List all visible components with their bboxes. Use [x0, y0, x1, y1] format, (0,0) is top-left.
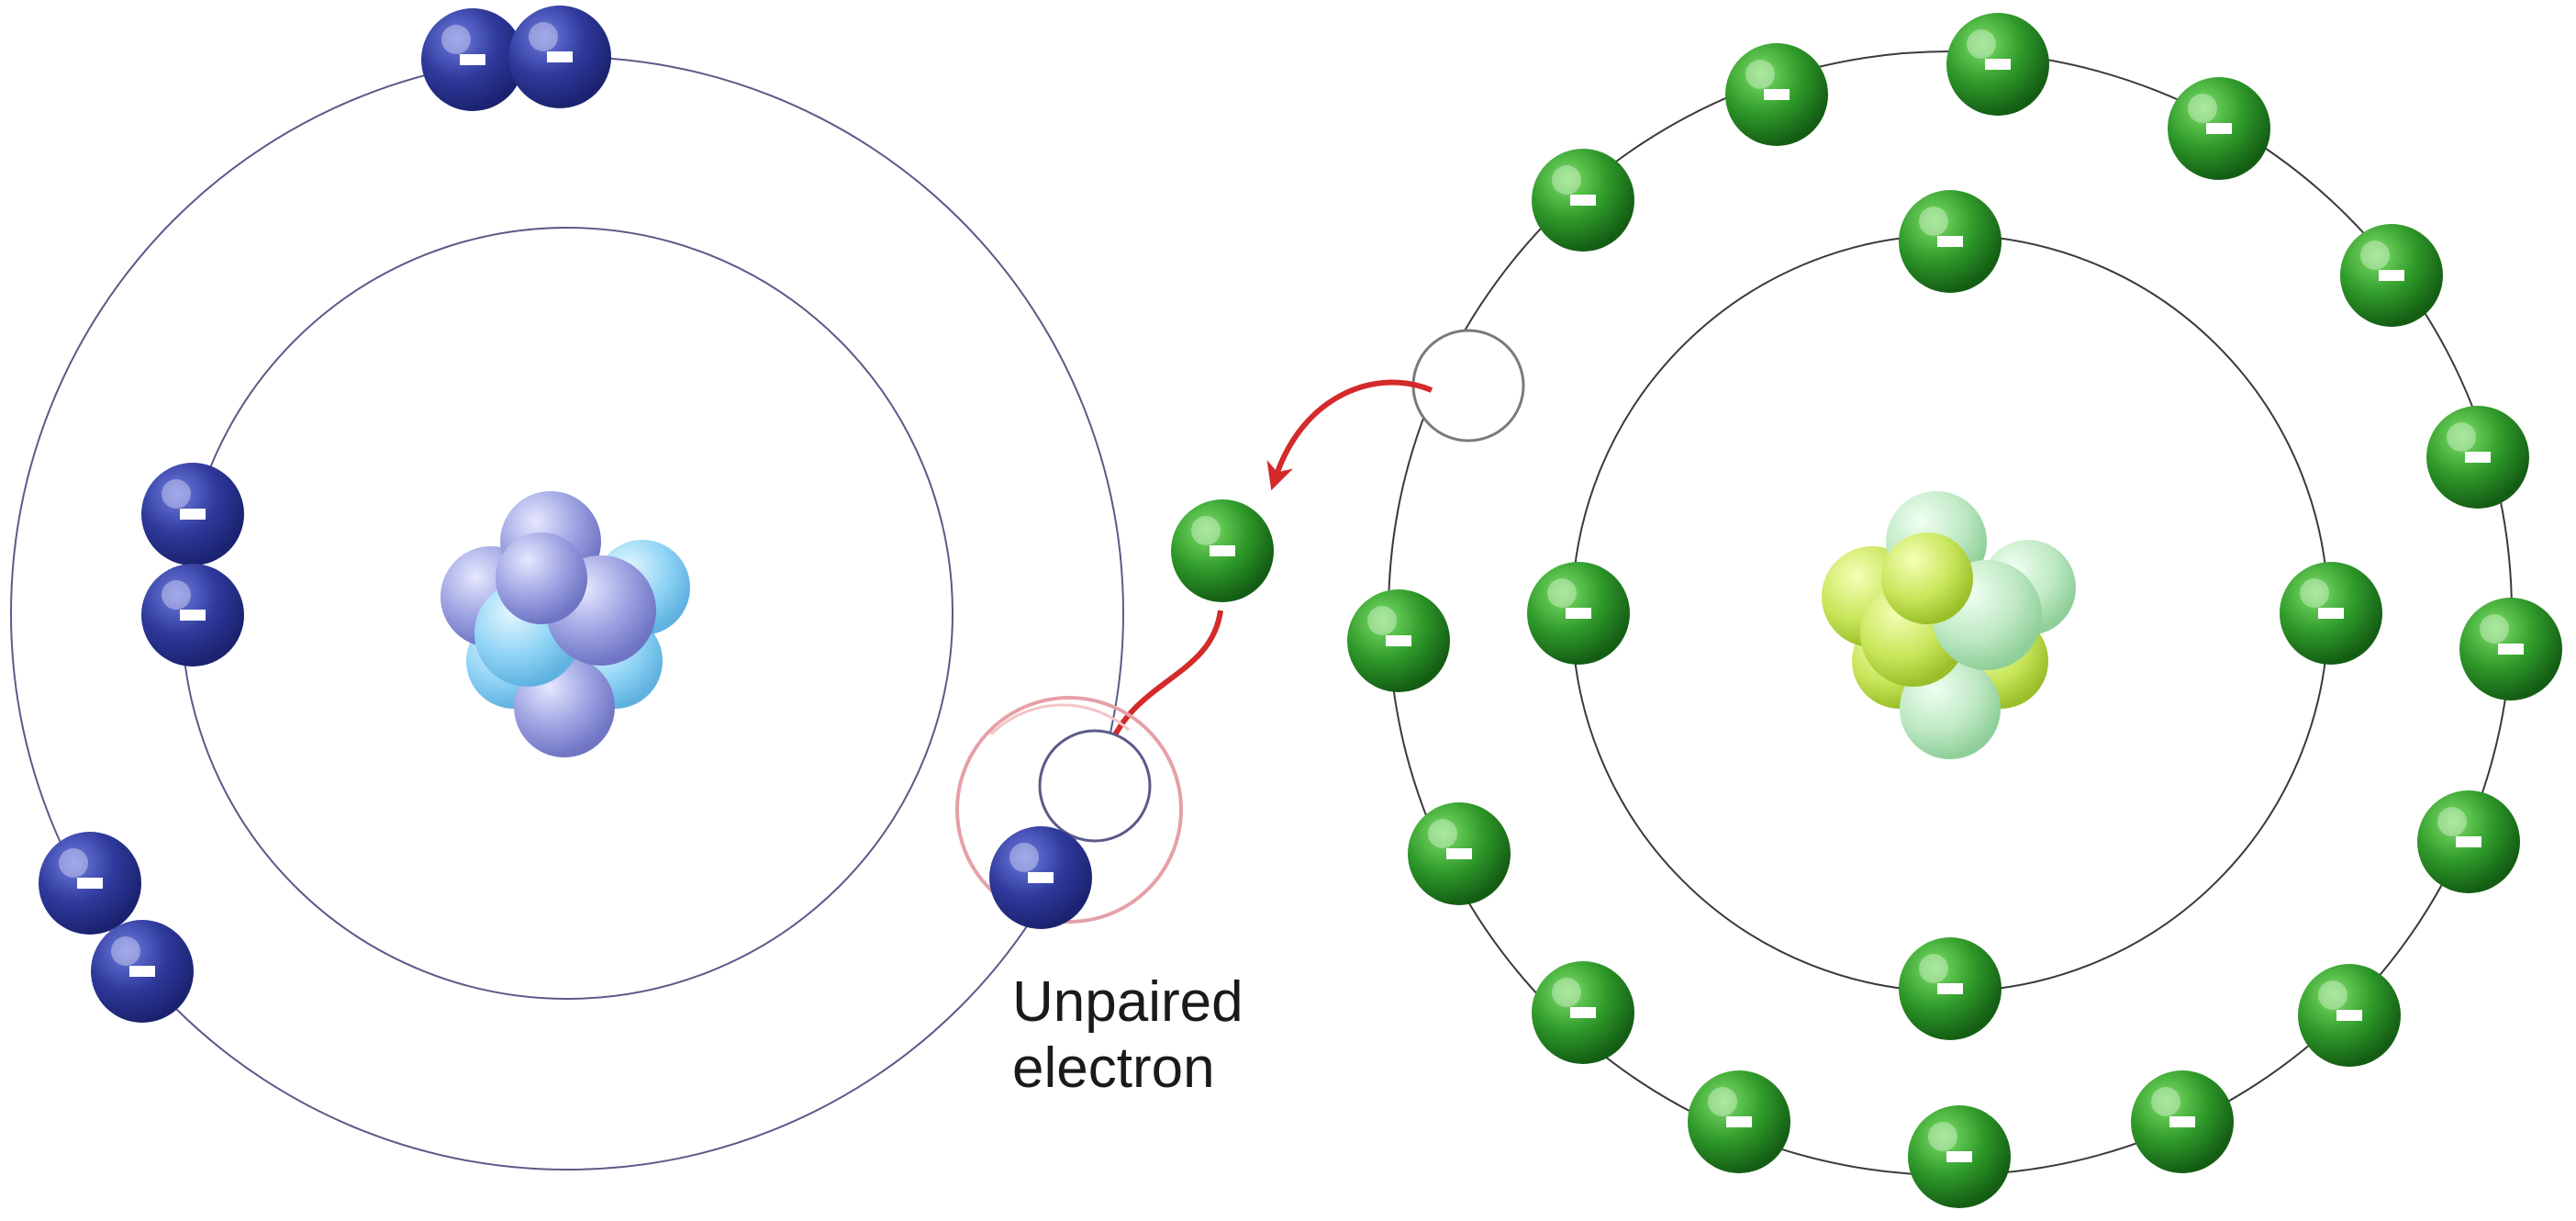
- left-electrons: [39, 6, 611, 1023]
- minus-sign-icon: [77, 878, 103, 889]
- minus-sign-icon: [547, 51, 573, 62]
- electron-transfer: [955, 379, 1433, 929]
- left-nucleus: [440, 491, 690, 757]
- transferred-electron: [1171, 499, 1274, 602]
- label-line-2: electron: [1012, 1036, 1215, 1100]
- minus-sign-icon: [2456, 836, 2481, 847]
- minus-sign-icon: [2336, 1010, 2362, 1021]
- right-electron: [1725, 43, 1828, 146]
- minus-sign-icon: [180, 509, 206, 520]
- right-atom: [1347, 13, 2562, 1208]
- right-electron: [1527, 562, 1630, 665]
- right-electron: [1946, 13, 2049, 116]
- minus-sign-icon: [2206, 123, 2232, 134]
- right-electron: [2426, 406, 2529, 509]
- left-electron: [421, 8, 524, 111]
- minus-sign-icon: [1937, 983, 1963, 994]
- right-electron: [2340, 224, 2443, 327]
- right-electron: [2131, 1070, 2234, 1173]
- right-nucleus: [1822, 491, 2076, 759]
- left-electron: [141, 463, 244, 566]
- transfer-arrow-2: [1096, 610, 1223, 771]
- left-electron: [141, 564, 244, 667]
- unpaired-electron-label: Unpaired electron: [1012, 970, 1259, 1100]
- right-electron: [2280, 562, 2382, 665]
- right-electron: [1532, 961, 1634, 1064]
- right-electron: [1688, 1070, 1790, 1173]
- transfer-arrow-1: [1266, 379, 1433, 491]
- right-electron: [1899, 937, 2002, 1040]
- minus-sign-icon: [1726, 1116, 1752, 1127]
- minus-sign-icon: [2379, 270, 2404, 281]
- minus-sign-icon: [2169, 1116, 2195, 1127]
- minus-sign-icon: [1386, 635, 1411, 646]
- minus-sign-icon: [129, 966, 155, 977]
- minus-sign-icon: [2318, 608, 2344, 619]
- right-electron: [1908, 1105, 2011, 1208]
- right-electron: [2298, 964, 2401, 1067]
- minus-sign-icon: [180, 610, 206, 621]
- minus-sign-icon: [1446, 848, 1472, 859]
- minus-sign-icon: [1210, 545, 1235, 556]
- minus-sign-icon: [2498, 644, 2524, 655]
- minus-sign-icon: [2465, 452, 2491, 463]
- minus-sign-icon: [460, 54, 485, 65]
- unpaired-blue-electron: [989, 826, 1092, 929]
- unpaired-electron: [989, 826, 1092, 929]
- highlight-ring-inner-arc: [989, 703, 1130, 736]
- right-electron: [1408, 802, 1511, 905]
- minus-sign-icon: [1764, 89, 1790, 100]
- minus-sign-icon: [1570, 195, 1596, 206]
- minus-sign-icon: [1566, 608, 1591, 619]
- target-vacancy-circle: [1038, 729, 1152, 843]
- minus-sign-icon: [1937, 236, 1963, 247]
- left-electron: [91, 920, 194, 1023]
- right-electron: [1347, 589, 1450, 692]
- minus-sign-icon: [1946, 1151, 1972, 1162]
- right-electron: [1899, 190, 2002, 293]
- left-electron: [508, 6, 611, 108]
- transferred-green-electron: [1171, 499, 1274, 602]
- left-atom: [10, 6, 1124, 1171]
- minus-sign-icon: [1985, 59, 2011, 70]
- label-line-1: Unpaired: [1012, 970, 1243, 1034]
- right-electron: [2417, 790, 2520, 893]
- minus-sign-icon: [1028, 872, 1054, 883]
- right-electron: [1532, 149, 1634, 252]
- vacancy-circle: [1411, 329, 1525, 442]
- highlight-ring: [955, 696, 1183, 924]
- left-electron: [39, 832, 141, 935]
- right-electron: [2459, 598, 2562, 700]
- right-electrons: [1347, 13, 2562, 1208]
- minus-sign-icon: [1570, 1007, 1596, 1018]
- right-electron: [2168, 77, 2270, 180]
